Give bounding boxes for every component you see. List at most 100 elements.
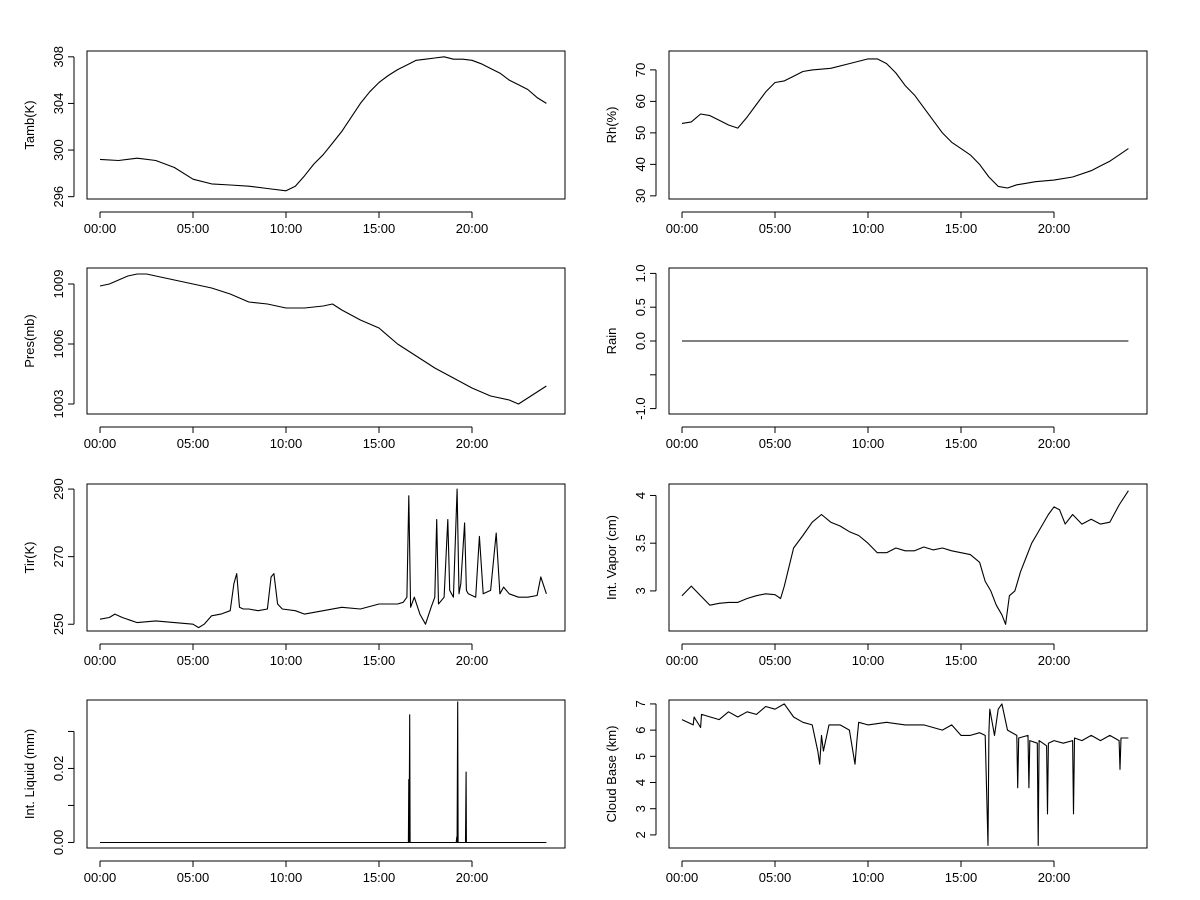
panel-liquid: 00:00 05:00 10:00 15:00 20:00 0.00 0.02 Int. Li…	[22, 699, 566, 885]
y-tick-label: 296	[51, 186, 66, 208]
y-tick-label: 308	[51, 46, 66, 68]
x-tick-label: 20:00	[1038, 653, 1071, 668]
panel-tamb: 00:00 05:00 10:00 15:00 20:00 296 300 304 308 Tam…	[22, 46, 566, 236]
x-tick-label: 20:00	[456, 870, 489, 885]
panel-rh: 00:00 05:00 10:00 15:00 20:00 30 40 50 60 70 Rh(%)	[604, 50, 1148, 236]
series-line-vapor	[681, 490, 1129, 625]
y-tick-label: 0.02	[51, 756, 66, 781]
y-tick-label: 290	[51, 478, 66, 500]
x-tick-label: 20:00	[1038, 221, 1071, 236]
panel-rain: 00:00 05:00 10:00 15:00 20:00 -1.0 0.0 0.5 1.0 Ra…	[604, 264, 1148, 451]
x-tick-label: 00:00	[666, 436, 699, 451]
series-line-tir	[99, 488, 547, 629]
y-tick-label: 0.5	[633, 298, 648, 316]
x-tick-label: 00:00	[666, 870, 699, 885]
y-tick-label: 5	[633, 753, 648, 760]
x-tick-label: 00:00	[84, 653, 117, 668]
x-tick-label: 05:00	[759, 436, 792, 451]
x-tick-label: 10:00	[852, 870, 885, 885]
y-axis-title: Rain	[604, 328, 619, 355]
x-tick-label: 05:00	[177, 221, 210, 236]
x-tick-label: 10:00	[270, 221, 303, 236]
y-tick-label: 3	[633, 805, 648, 812]
y-axis-title: Int. Liquid (mm)	[22, 729, 37, 819]
plot-frame	[668, 699, 1148, 849]
y-axis-title: Cloud Base (km)	[604, 726, 619, 823]
x-tick-label: 10:00	[852, 653, 885, 668]
x-tick-label: 20:00	[456, 653, 489, 668]
x-tick-label: 05:00	[177, 870, 210, 885]
y-tick-label: 0.00	[51, 830, 66, 855]
series-line-tamb	[99, 56, 547, 192]
x-tick-label: 15:00	[945, 653, 978, 668]
x-tick-label: 10:00	[270, 870, 303, 885]
y-axis-title: Int. Vapor (cm)	[604, 515, 619, 600]
y-axis-title: Rh(%)	[604, 107, 619, 144]
y-tick-label: 60	[633, 94, 648, 108]
x-tick-label: 05:00	[759, 870, 792, 885]
plot-frame	[668, 483, 1148, 632]
y-tick-label: 1.0	[633, 264, 648, 282]
y-tick-label: 1009	[51, 270, 66, 299]
x-tick-label: 15:00	[363, 221, 396, 236]
y-tick-label: 300	[51, 139, 66, 161]
x-tick-label: 15:00	[363, 870, 396, 885]
y-tick-label: 250	[51, 613, 66, 635]
y-tick-label: 1006	[51, 330, 66, 359]
y-tick-label: 1003	[51, 390, 66, 419]
x-tick-label: 00:00	[84, 870, 117, 885]
panel-vapor: 00:00 05:00 10:00 15:00 20:00 3 3.5 4 Int. Vapor…	[604, 483, 1148, 668]
panel-cloudbase: 00:00 05:00 10:00 15:00 20:00 2 3 4 5 6 7 Cloud Bas…	[604, 699, 1148, 885]
x-tick-label: 15:00	[945, 870, 978, 885]
plot-frame	[668, 267, 1148, 415]
y-tick-label: 70	[633, 63, 648, 77]
series-line-cloudbase	[681, 703, 1129, 846]
x-tick-label: 00:00	[666, 653, 699, 668]
y-tick-label: 3.5	[633, 534, 648, 552]
x-tick-label: 20:00	[1038, 870, 1071, 885]
y-tick-label: 304	[51, 93, 66, 115]
x-tick-label: 10:00	[852, 436, 885, 451]
x-tick-label: 00:00	[666, 221, 699, 236]
series-line-liquid	[100, 701, 547, 844]
plot-frame	[86, 267, 566, 415]
panel-tir: 00:00 05:00 10:00 15:00 20:00 250 270 290 Tir(K)	[22, 478, 566, 668]
y-tick-label: 3	[633, 587, 648, 594]
series-line-pres	[99, 273, 547, 405]
y-tick-label: 270	[51, 546, 66, 568]
plot-frame	[668, 50, 1148, 200]
x-tick-label: 15:00	[363, 436, 396, 451]
y-tick-label: 30	[633, 189, 648, 203]
x-tick-label: 10:00	[270, 436, 303, 451]
x-tick-label: 20:00	[456, 221, 489, 236]
y-tick-label: 40	[633, 157, 648, 171]
x-tick-label: 15:00	[945, 436, 978, 451]
x-tick-label: 05:00	[759, 653, 792, 668]
y-axis-title: Tir(K)	[22, 541, 37, 573]
x-tick-label: 20:00	[456, 436, 489, 451]
y-axis-title: Pres(mb)	[22, 314, 37, 367]
x-tick-label: 15:00	[945, 221, 978, 236]
y-tick-label: 4	[633, 779, 648, 786]
y-tick-label: 2	[633, 831, 648, 838]
y-tick-label: -1.0	[633, 397, 648, 419]
series-line-rh	[681, 58, 1129, 189]
x-tick-label: 20:00	[1038, 436, 1071, 451]
x-tick-label: 10:00	[270, 653, 303, 668]
x-tick-label: 15:00	[363, 653, 396, 668]
plot-frame	[86, 699, 566, 849]
x-tick-label: 00:00	[84, 436, 117, 451]
x-tick-label: 10:00	[852, 221, 885, 236]
x-tick-label: 05:00	[759, 221, 792, 236]
y-axis-title: Tamb(K)	[22, 100, 37, 149]
plot-frame	[86, 50, 566, 200]
panel-pres: 00:00 05:00 10:00 15:00 20:00 1003 1006 1009 Pre…	[22, 267, 566, 451]
x-tick-label: 00:00	[84, 221, 117, 236]
y-tick-label: 7	[633, 700, 648, 707]
y-tick-label: 50	[633, 126, 648, 140]
x-tick-label: 05:00	[177, 653, 210, 668]
y-tick-label: 6	[633, 727, 648, 734]
x-tick-label: 05:00	[177, 436, 210, 451]
y-tick-label: 0.0	[633, 332, 648, 350]
